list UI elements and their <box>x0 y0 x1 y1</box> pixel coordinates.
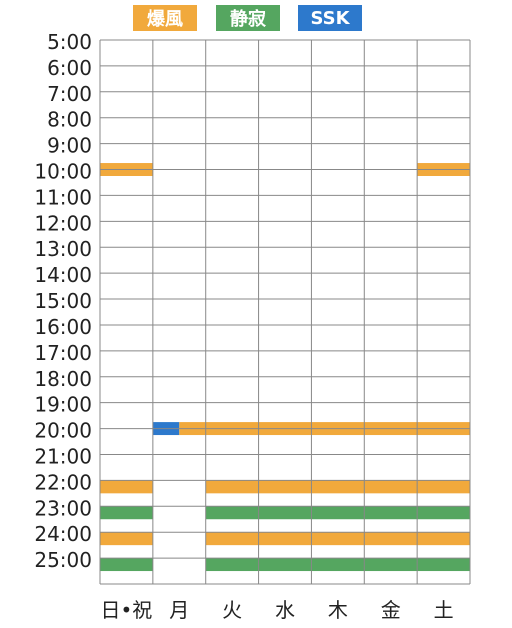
hour-tick-label: 6:00 <box>47 56 92 80</box>
hour-tick-label: 16:00 <box>34 315 92 339</box>
block-seijaku-17 <box>258 506 312 520</box>
hour-tick-label: 23:00 <box>34 496 92 520</box>
hour-tick-label: 21:00 <box>34 444 92 468</box>
block-seijaku-29 <box>258 558 312 572</box>
block-seijaku-31 <box>364 558 418 572</box>
block-seijaku-28 <box>205 558 259 572</box>
hour-tick-label: 10:00 <box>34 160 92 184</box>
hour-tick-label: 8:00 <box>47 108 92 132</box>
day-label: 月 <box>169 598 189 622</box>
hour-tick-label: 11:00 <box>34 185 92 209</box>
block-seijaku-27 <box>100 558 153 572</box>
hour-tick-label: 12:00 <box>34 211 92 235</box>
hour-tick-label: 22:00 <box>34 470 92 494</box>
legend-item-seijaku: 静寂 <box>216 5 280 31</box>
day-label: 水 <box>275 598 295 622</box>
block-bakufu-14 <box>417 480 470 494</box>
block-bakufu-24 <box>311 532 365 546</box>
block-seijaku-32 <box>417 558 470 572</box>
hour-tick-label: 17:00 <box>34 341 92 365</box>
block-bakufu-21 <box>100 532 153 546</box>
hour-tick-label: 18:00 <box>34 367 92 391</box>
day-label: 木 <box>328 598 348 622</box>
block-seijaku-15 <box>100 506 153 520</box>
block-seijaku-16 <box>205 506 259 520</box>
legend-item-bakufu: 爆風 <box>133 5 197 31</box>
day-label: 金 <box>381 598 401 622</box>
hour-tick-label: 24:00 <box>34 522 92 546</box>
hour-tick-labels: 5:006:007:008:009:0010:0011:0012:0013:00… <box>34 30 92 572</box>
hour-tick-label: 14:00 <box>34 263 92 287</box>
grid-lines <box>99 39 471 585</box>
block-bakufu-11 <box>258 480 312 494</box>
program-blocks <box>100 163 470 572</box>
hour-tick-label: 15:00 <box>34 289 92 313</box>
block-bakufu-10 <box>205 480 259 494</box>
block-seijaku-20 <box>417 506 470 520</box>
block-seijaku-19 <box>364 506 418 520</box>
day-label: 日•祝 <box>101 598 153 622</box>
block-bakufu-13 <box>364 480 418 494</box>
hour-tick-label: 13:00 <box>34 237 92 261</box>
block-bakufu-26 <box>417 532 470 546</box>
hour-tick-label: 19:00 <box>34 393 92 417</box>
hour-tick-label: 5:00 <box>47 30 92 54</box>
block-seijaku-18 <box>311 506 365 520</box>
block-bakufu-23 <box>258 532 312 546</box>
block-bakufu-25 <box>364 532 418 546</box>
day-label: 火 <box>222 598 242 622</box>
hour-tick-label: 7:00 <box>47 82 92 106</box>
hour-tick-label: 25:00 <box>34 548 92 572</box>
hour-tick-label: 9:00 <box>47 134 92 158</box>
block-seijaku-30 <box>311 558 365 572</box>
hour-tick-label: 20:00 <box>34 419 92 443</box>
block-bakufu-22 <box>205 532 259 546</box>
day-label: 土 <box>434 598 454 622</box>
block-bakufu-12 <box>311 480 365 494</box>
block-bakufu-9 <box>100 480 153 494</box>
day-labels: 日•祝月 火 水 木 金 土 <box>101 598 454 622</box>
legend-item-ssk: SSK <box>298 5 362 31</box>
